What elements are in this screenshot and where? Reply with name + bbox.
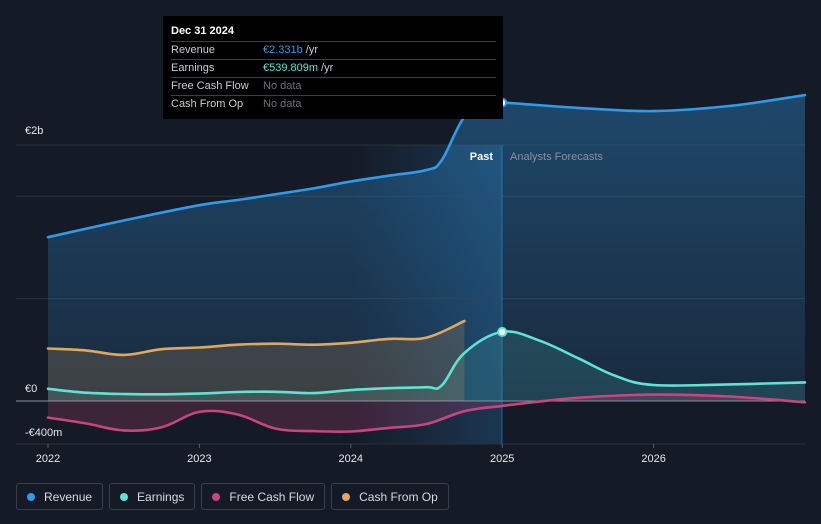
tooltip-label: Cash From Op [171, 98, 244, 110]
tooltip-row-cash-from-op: Cash From Op No data [171, 95, 496, 113]
tooltip-value: €2.331b [263, 44, 303, 56]
tooltip-row-revenue: Revenue €2.331b /yr [171, 41, 496, 59]
tooltip-unit: /yr [305, 44, 318, 56]
x-axis-ticks: 2022 2023 2024 2025 2026 [36, 444, 666, 465]
tooltip: Dec 31 2024 Revenue €2.331b /yr Earnings… [163, 16, 503, 119]
forecast-label: Analysts Forecasts [510, 151, 603, 163]
tooltip-value: €539.809m [263, 62, 319, 74]
legend-dot-icon [212, 492, 221, 501]
tooltip-unit: /yr [321, 62, 334, 74]
tooltip-label: Earnings [171, 62, 215, 74]
legend: Revenue Earnings Free Cash Flow Cash Fro… [16, 483, 449, 510]
x-tick-label: 2024 [339, 453, 363, 465]
x-tick-label: 2023 [187, 453, 211, 465]
tooltip-value: No data [263, 98, 302, 110]
legend-label: Cash From Op [359, 489, 438, 504]
legend-item-revenue[interactable]: Revenue [16, 483, 104, 510]
series-areas [48, 95, 805, 432]
free-cash-flow-area [48, 394, 805, 432]
earnings-marker [497, 326, 508, 337]
revenue-area [48, 95, 805, 401]
tooltip-row-earnings: Earnings €539.809m /yr [171, 59, 496, 77]
chart-plot-area: €2b €0 -€400m 2022 2023 2024 2025 2026 Past An… [16, 93, 807, 465]
cash-from-op-area [48, 321, 465, 401]
legend-item-earnings[interactable]: Earnings [109, 483, 196, 510]
tooltip-date: Dec 31 2024 [171, 25, 234, 37]
earnings-area [48, 331, 805, 401]
legend-label: Earnings [137, 489, 185, 504]
y-tick-label: -€400m [25, 427, 62, 439]
series-lines [46, 93, 807, 434]
legend-label: Free Cash Flow [229, 489, 315, 504]
x-tick-label: 2026 [641, 453, 665, 465]
x-tick-label: 2025 [490, 453, 514, 465]
y-axis-ticks: €2b €0 -€400m [25, 125, 62, 439]
legend-item-cash-from-op[interactable]: Cash From Op [331, 483, 449, 510]
earnings-line [46, 330, 807, 396]
past-label: Past [470, 151, 494, 163]
legend-dot-icon [120, 492, 129, 501]
x-tick-label: 2022 [36, 453, 60, 465]
y-tick-label: €0 [25, 383, 37, 395]
cash-from-op-line [46, 319, 466, 357]
legend-label: Revenue [44, 489, 93, 504]
legend-dot-icon [27, 492, 35, 501]
tooltip-label: Free Cash Flow [171, 80, 249, 92]
y-tick-label: €2b [25, 125, 43, 137]
revenue-line [46, 93, 807, 239]
legend-dot-icon [342, 492, 351, 501]
legend-item-free-cash-flow[interactable]: Free Cash Flow [201, 483, 326, 510]
tooltip-value: No data [263, 80, 302, 92]
tooltip-row-free-cash-flow: Free Cash Flow No data [171, 77, 496, 95]
tooltip-label: Revenue [171, 44, 216, 56]
free-cash-flow-line [46, 393, 807, 434]
